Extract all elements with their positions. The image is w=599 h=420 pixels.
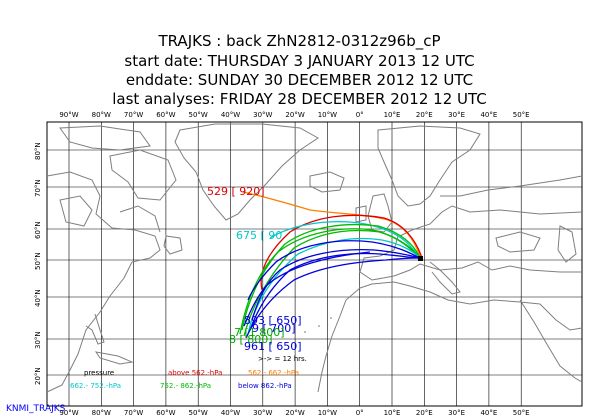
lon-label: 0° [356, 409, 364, 417]
title-line-1: TRAJKS : back ZhN2812-0312z96b_cP [158, 32, 441, 50]
lon-label: 40°E [480, 409, 497, 417]
coast-north-america [46, 171, 161, 393]
label-893: 893 [ 650] [244, 314, 302, 327]
lon-label: 70°W [124, 409, 143, 417]
lon-labels-bottom: 90°W 80°W 70°W 60°W 50°W 40°W 30°W 20°W 10°W 0° 10… [59, 409, 529, 417]
trajectory-blue-2 [251, 248, 421, 321]
coast-italy [429, 261, 461, 295]
lon-label: 80°W [92, 111, 111, 119]
lon-label: 90°W [59, 409, 78, 417]
legend-562-662: 562.- 662.-hPa [248, 369, 299, 377]
coast-europe [359, 175, 583, 281]
lon-label: 20°E [416, 409, 433, 417]
lat-label: 40°N [34, 289, 42, 307]
coast-greenland [174, 123, 319, 221]
coast-arctic-islands [59, 125, 151, 151]
lon-label: 20°W [285, 409, 304, 417]
coast-caspian [557, 225, 577, 263]
lat-label: 70°N [34, 179, 42, 197]
coast-baffin [109, 149, 177, 201]
lon-label: 50°E [513, 111, 530, 119]
lat-labels: 80°N 70°N 60°N 50°N 40°N 30°N 20°N [34, 142, 42, 385]
lon-labels-top: 90°W 80°W 70°W 60°W 50°W 40°W 30°W 20°W 10°W 0° 10… [59, 111, 529, 119]
arrow-note: >-> = 12 hrs. [258, 355, 307, 363]
lon-label: 30°E [448, 111, 465, 119]
coast-hudson-bay [59, 195, 93, 227]
lon-label: 10°W [318, 111, 337, 119]
lon-label: 30°W [253, 111, 272, 119]
lon-label: 50°W [189, 409, 208, 417]
start-date: start date: THURSDAY 3 JANUARY 2013 12 U… [124, 52, 475, 70]
lon-label: 40°W [221, 111, 240, 119]
coast-north-africa [317, 281, 541, 393]
trajectory-labels: 529 [ 920] 675 [ 90 893 [ 650] 9 [ 700] … [207, 185, 302, 353]
lon-label: 10°E [384, 111, 401, 119]
lon-label: 60°W [156, 111, 175, 119]
arrival-point-marker [418, 256, 423, 261]
coastlines [46, 123, 583, 393]
lon-label: 20°E [416, 111, 433, 119]
coast-ireland [355, 205, 367, 223]
coast-cuba [94, 351, 134, 365]
graticule [47, 122, 582, 406]
label-9-700: 9 [ 700] [252, 322, 296, 335]
lon-label: 40°E [480, 111, 497, 119]
lon-label: 60°W [156, 409, 175, 417]
trajectory-blue-5 [243, 251, 371, 327]
legend-752-862: 752.- 862.-hPa [160, 382, 211, 390]
coast-labrador [119, 205, 161, 233]
coast-arabia [519, 299, 583, 383]
lat-label: 80°N [34, 142, 42, 160]
trajectory-green-1 [241, 223, 421, 331]
label-675: 675 [ 90 [236, 229, 282, 242]
lon-label: 80°W [92, 409, 111, 417]
lat-label: 60°N [34, 221, 42, 239]
coast-scandinavia [377, 125, 481, 207]
trajectory-blue-1 [247, 240, 421, 301]
trajectory-blue-3 [249, 252, 421, 331]
coast-florida [85, 313, 105, 345]
lat-label: 20°N [34, 367, 42, 385]
lon-label: 40°W [221, 409, 240, 417]
coast-newfoundland [163, 235, 183, 255]
trajectories [239, 191, 423, 339]
label-7-800: 7 [1 800] [234, 326, 285, 339]
lat-label: 50°N [34, 252, 42, 270]
lon-label: 70°W [124, 111, 143, 119]
label-961: 961 [ 650] [244, 340, 302, 353]
legend-below-862: below 862.-hPa [238, 382, 292, 390]
trajectory-red [260, 214, 423, 291]
legend-662-752: 662.- 752.-hPa [70, 382, 121, 390]
legend-above-562: above 562.-hPa [168, 369, 222, 377]
lon-label: 50°E [513, 409, 530, 417]
lat-label: 30°N [34, 331, 42, 349]
coast-britain [367, 193, 393, 233]
footer-brand: KNMI_TRAJKS [6, 404, 66, 414]
lon-label: 10°W [318, 409, 337, 417]
lon-label: 30°W [253, 409, 272, 417]
label-8-800: 8 [ 800] [229, 333, 273, 346]
lon-label: 20°W [285, 111, 304, 119]
legend-pressure: pressure [84, 369, 114, 377]
coast-iceland [309, 171, 345, 193]
trajectory-orange [242, 191, 421, 257]
last-analyses: last analyses: FRIDAY 28 DECEMBER 2012 1… [112, 90, 487, 108]
lon-label: 0° [356, 111, 364, 119]
lon-label: 50°W [189, 111, 208, 119]
lon-label: 30°E [448, 409, 465, 417]
label-529: 529 [ 920] [207, 185, 265, 198]
trajectory-blue-4 [245, 257, 421, 339]
end-date: enddate: SUNDAY 30 DECEMBER 2012 12 UTC [125, 71, 474, 89]
legend: pressure above 562.-hPa 562.- 662.-hPa 6… [70, 369, 299, 390]
map-frame [46, 121, 583, 407]
coast-islands [304, 317, 332, 333]
lon-label: 90°W [59, 111, 78, 119]
coast-black-sea [495, 231, 541, 253]
lon-label: 10°E [384, 409, 401, 417]
